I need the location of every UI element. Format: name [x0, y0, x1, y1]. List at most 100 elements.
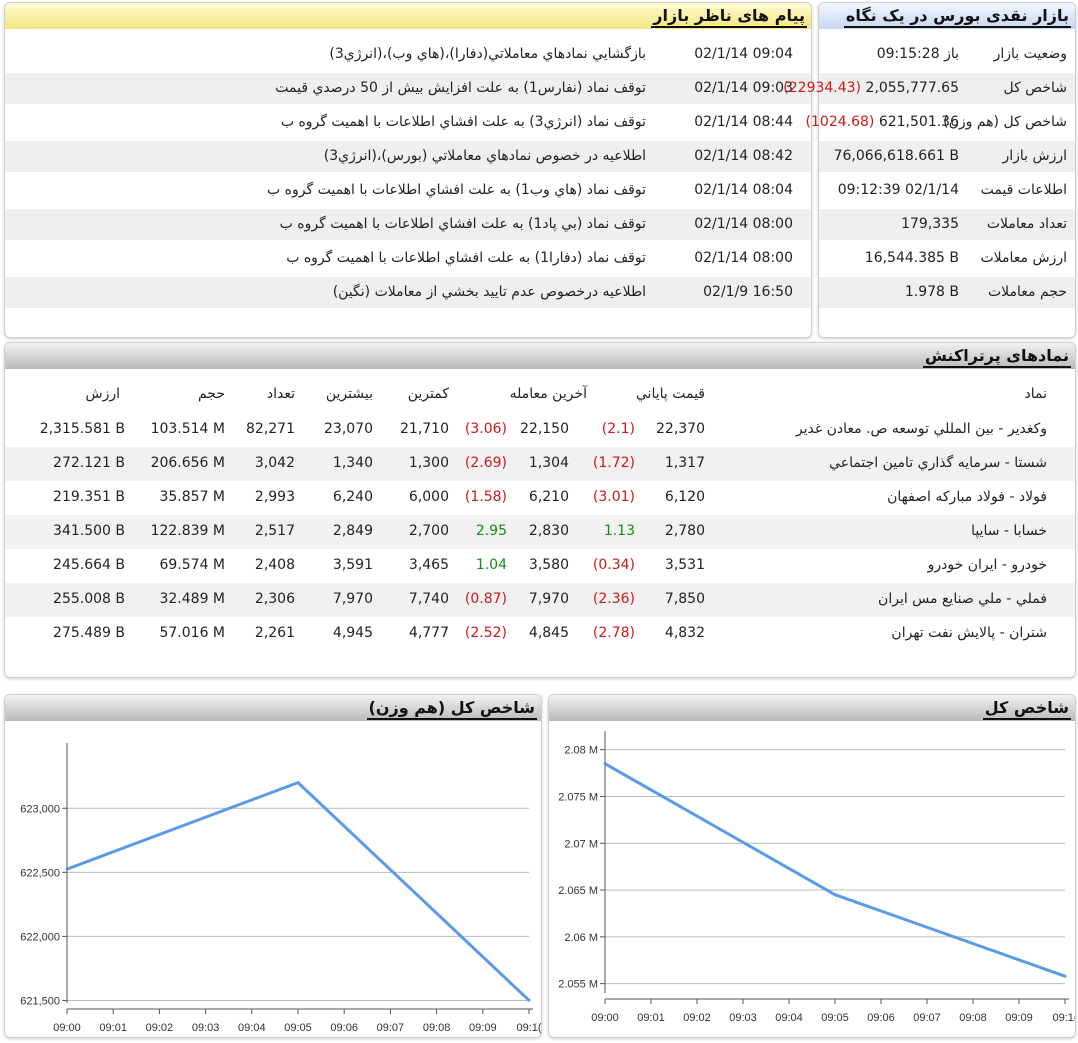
market-messages-title: پیام های ناظر بازار — [651, 6, 807, 28]
low-price: 3,465 — [408, 557, 449, 573]
overview-label: شاخص کل — [1003, 80, 1067, 96]
market-overview-title: بازار نقدی بورس در یک نگاه — [843, 6, 1071, 28]
x-tick-label: 09:03 — [192, 1022, 220, 1034]
trade-count: 2,517 — [254, 523, 295, 539]
trade-volume: 57.016 M — [159, 625, 225, 641]
message-text[interactable]: توقف نماد (هاي وب1) به علت افشاي اطلاعات… — [267, 182, 646, 198]
trade-value: 255.008 B — [53, 591, 125, 607]
message-text[interactable]: توقف نماد (انرژي3) به علت افشاي اطلاعات … — [280, 114, 646, 130]
overview-number: 2,055,777.65 — [865, 80, 959, 96]
symbol-name[interactable]: خودرو - ايران خودرو — [927, 557, 1047, 573]
table-row[interactable]: شستا - سرمايه گذاري تامين اجتماعي 1,317 (1… — [5, 447, 1075, 481]
last-price: 2,830 — [528, 523, 569, 539]
active-symbols-header: نمادهای پرتراکنش — [5, 343, 1075, 369]
message-row[interactable]: 02/1/14 08:04 توقف نماد (هاي وب1) به علت … — [5, 175, 811, 206]
trade-value: 341.500 B — [53, 523, 125, 539]
symbol-name[interactable]: خسابا - سايپا — [971, 523, 1047, 539]
message-row[interactable]: 02/1/9 16:50 اطلاعيه درخصوص عدم تاييد بخش… — [5, 277, 811, 308]
high-price: 7,970 — [332, 591, 373, 607]
table-row[interactable]: وكغدير - بين المللي توسعه ص. معادن غدير 2… — [5, 413, 1075, 447]
message-row[interactable]: 02/1/14 08:00 توقف نماد (بي پاد1) به علت … — [5, 209, 811, 240]
market-overview-header: بازار نقدی بورس در یک نگاه — [819, 3, 1075, 29]
message-text[interactable]: بازگشايي نمادهاي معاملاتي(دفارا)،(هاي وب… — [329, 46, 646, 62]
low-price: 2,700 — [408, 523, 449, 539]
trade-volume: 35.857 M — [159, 489, 225, 505]
message-row[interactable]: 02/1/14 08:00 توقف نماد (دفارا1) به علت ا… — [5, 243, 811, 274]
series-point — [65, 867, 69, 871]
last-price: 6,210 — [528, 489, 569, 505]
overview-number: 179,335 — [901, 216, 959, 232]
close-change: (2.36) — [592, 591, 635, 607]
symbol-name[interactable]: وكغدير - بين المللي توسعه ص. معادن غدير — [795, 421, 1047, 437]
x-tick-label: 09:02 — [146, 1022, 174, 1034]
message-time: 02/1/14 08:00 — [694, 250, 793, 266]
message-row[interactable]: 02/1/14 08:44 توقف نماد (انرژي3) به علت ا… — [5, 107, 811, 138]
trade-volume: 206.656 M — [150, 455, 225, 471]
x-tick-label: 09:06 — [867, 1012, 895, 1024]
close-price: 6,120 — [664, 489, 705, 505]
symbol-name[interactable]: شستا - سرمايه گذاري تامين اجتماعي — [829, 455, 1047, 471]
message-time: 02/1/14 08:00 — [694, 216, 793, 232]
last-price: 4,845 — [528, 625, 569, 641]
overview-row: اطلاعات قيمت 09:12:39 02/1/14 — [819, 175, 1075, 206]
table-row[interactable]: شتران - پالايش نفت تهران 4,832 (2.78) 4,845… — [5, 617, 1075, 651]
equal-weight-index-title: شاخص کل (هم وزن) — [366, 698, 537, 720]
message-text[interactable]: توقف نماد (دفارا1) به علت افشاي اطلاعات … — [286, 250, 646, 266]
x-tick-label: 09:04 — [775, 1012, 803, 1024]
message-text[interactable]: توقف نماد (نفارس1) به علت افزايش بيش از … — [275, 80, 646, 96]
low-price: 21,710 — [400, 421, 449, 437]
overview-label: حجم معاملات — [987, 284, 1067, 300]
message-text[interactable]: توقف نماد (بي پاد1) به علت افشاي اطلاعات… — [279, 216, 646, 232]
x-tick-label: 09:05 — [821, 1012, 849, 1024]
last-change: (2.69) — [464, 455, 507, 471]
message-row[interactable]: 02/1/14 09:03 توقف نماد (نفارس1) به علت ا… — [5, 73, 811, 104]
close-change: (2.1) — [601, 421, 635, 437]
close-price: 2,780 — [664, 523, 705, 539]
trade-value: 272.121 B — [53, 455, 125, 471]
message-row[interactable]: 02/1/14 09:04 بازگشايي نمادهاي معاملاتي(د… — [5, 39, 811, 70]
table-header-row: نماد قيمت پاياني آخرين معامله کمترين بيش… — [5, 378, 1075, 412]
table-row[interactable]: فملي - ملي صنايع مس ايران 7,850 (2.36) 7,97… — [5, 583, 1075, 617]
last-change: (1.58) — [464, 489, 507, 505]
symbol-name[interactable]: فملي - ملي صنايع مس ايران — [878, 591, 1047, 607]
close-price: 3,531 — [664, 557, 705, 573]
y-tick-label: 2.07 M — [564, 838, 598, 850]
x-tick-label: 09:01 — [637, 1012, 665, 1024]
overview-label: ارزش معاملات — [980, 250, 1067, 266]
total-index-chart: 2.055 M 2.06 M 2.065 M 2.07 M 2.075 M 2.08 M 0… — [558, 731, 1075, 1024]
y-tick-label: 2.055 M — [558, 979, 598, 991]
message-text[interactable]: اطلاعيه در خصوص نمادهاي معاملاتي (بورس)،… — [323, 148, 646, 164]
last-price: 3,580 — [528, 557, 569, 573]
close-change: (0.34) — [592, 557, 635, 573]
message-text[interactable]: اطلاعيه درخصوص عدم تاييد بخشي از معاملات… — [332, 284, 646, 300]
overview-value: 76,066,618.661 B — [834, 148, 959, 164]
trade-value: 245.664 B — [53, 557, 125, 573]
overview-row: ارزش معاملات 16,544.385 B — [819, 243, 1075, 274]
overview-row: شاخص کل (22934.43) 2,055,777.65 — [783, 73, 1075, 104]
y-tick-label: 2.065 M — [558, 885, 598, 897]
high-price: 23,070 — [324, 421, 373, 437]
table-row[interactable]: فولاد - فولاد مباركه اصفهان 6,120 (3.01) 6,… — [5, 481, 1075, 515]
overview-row: وضعيت بازار باز 09:15:28 — [819, 39, 1075, 70]
x-tick-label: 09:09 — [469, 1022, 497, 1034]
trade-count: 2,993 — [254, 489, 295, 505]
overview-value: (1024.68) 621,501.36 — [806, 114, 959, 130]
equal-weight-index-panel: شاخص کل (هم وزن) 621,500 622,000 622,500 62… — [4, 694, 542, 1038]
overview-number: 09:12:39 02/1/14 — [837, 182, 959, 198]
symbol-name[interactable]: شتران - پالايش نفت تهران — [891, 625, 1047, 641]
overview-value: 09:12:39 02/1/14 — [838, 182, 959, 198]
high-price: 1,340 — [332, 455, 373, 471]
message-row[interactable]: 02/1/14 08:42 اطلاعيه در خصوص نمادهاي معا… — [5, 141, 811, 172]
x-tick-label: 09:07 — [913, 1012, 941, 1024]
table-row[interactable]: خودرو - ايران خودرو 3,531 (0.34) 3,580 1.04 3… — [5, 549, 1075, 583]
close-price: 4,832 — [664, 625, 705, 641]
col-header-volume: حجم — [197, 386, 225, 402]
overview-value: 179,335 — [901, 216, 959, 232]
overview-label: اطلاعات قيمت — [980, 182, 1067, 198]
symbol-name[interactable]: فولاد - فولاد مباركه اصفهان — [887, 489, 1047, 505]
table-row[interactable]: خسابا - سايپا 2,780 1.13 2,830 2.95 2,700 2,84… — [5, 515, 1075, 549]
x-tick-label: 09:08 — [959, 1012, 987, 1024]
last-price: 22,150 — [520, 421, 569, 437]
series-point — [296, 781, 300, 785]
high-price: 3,591 — [332, 557, 373, 573]
